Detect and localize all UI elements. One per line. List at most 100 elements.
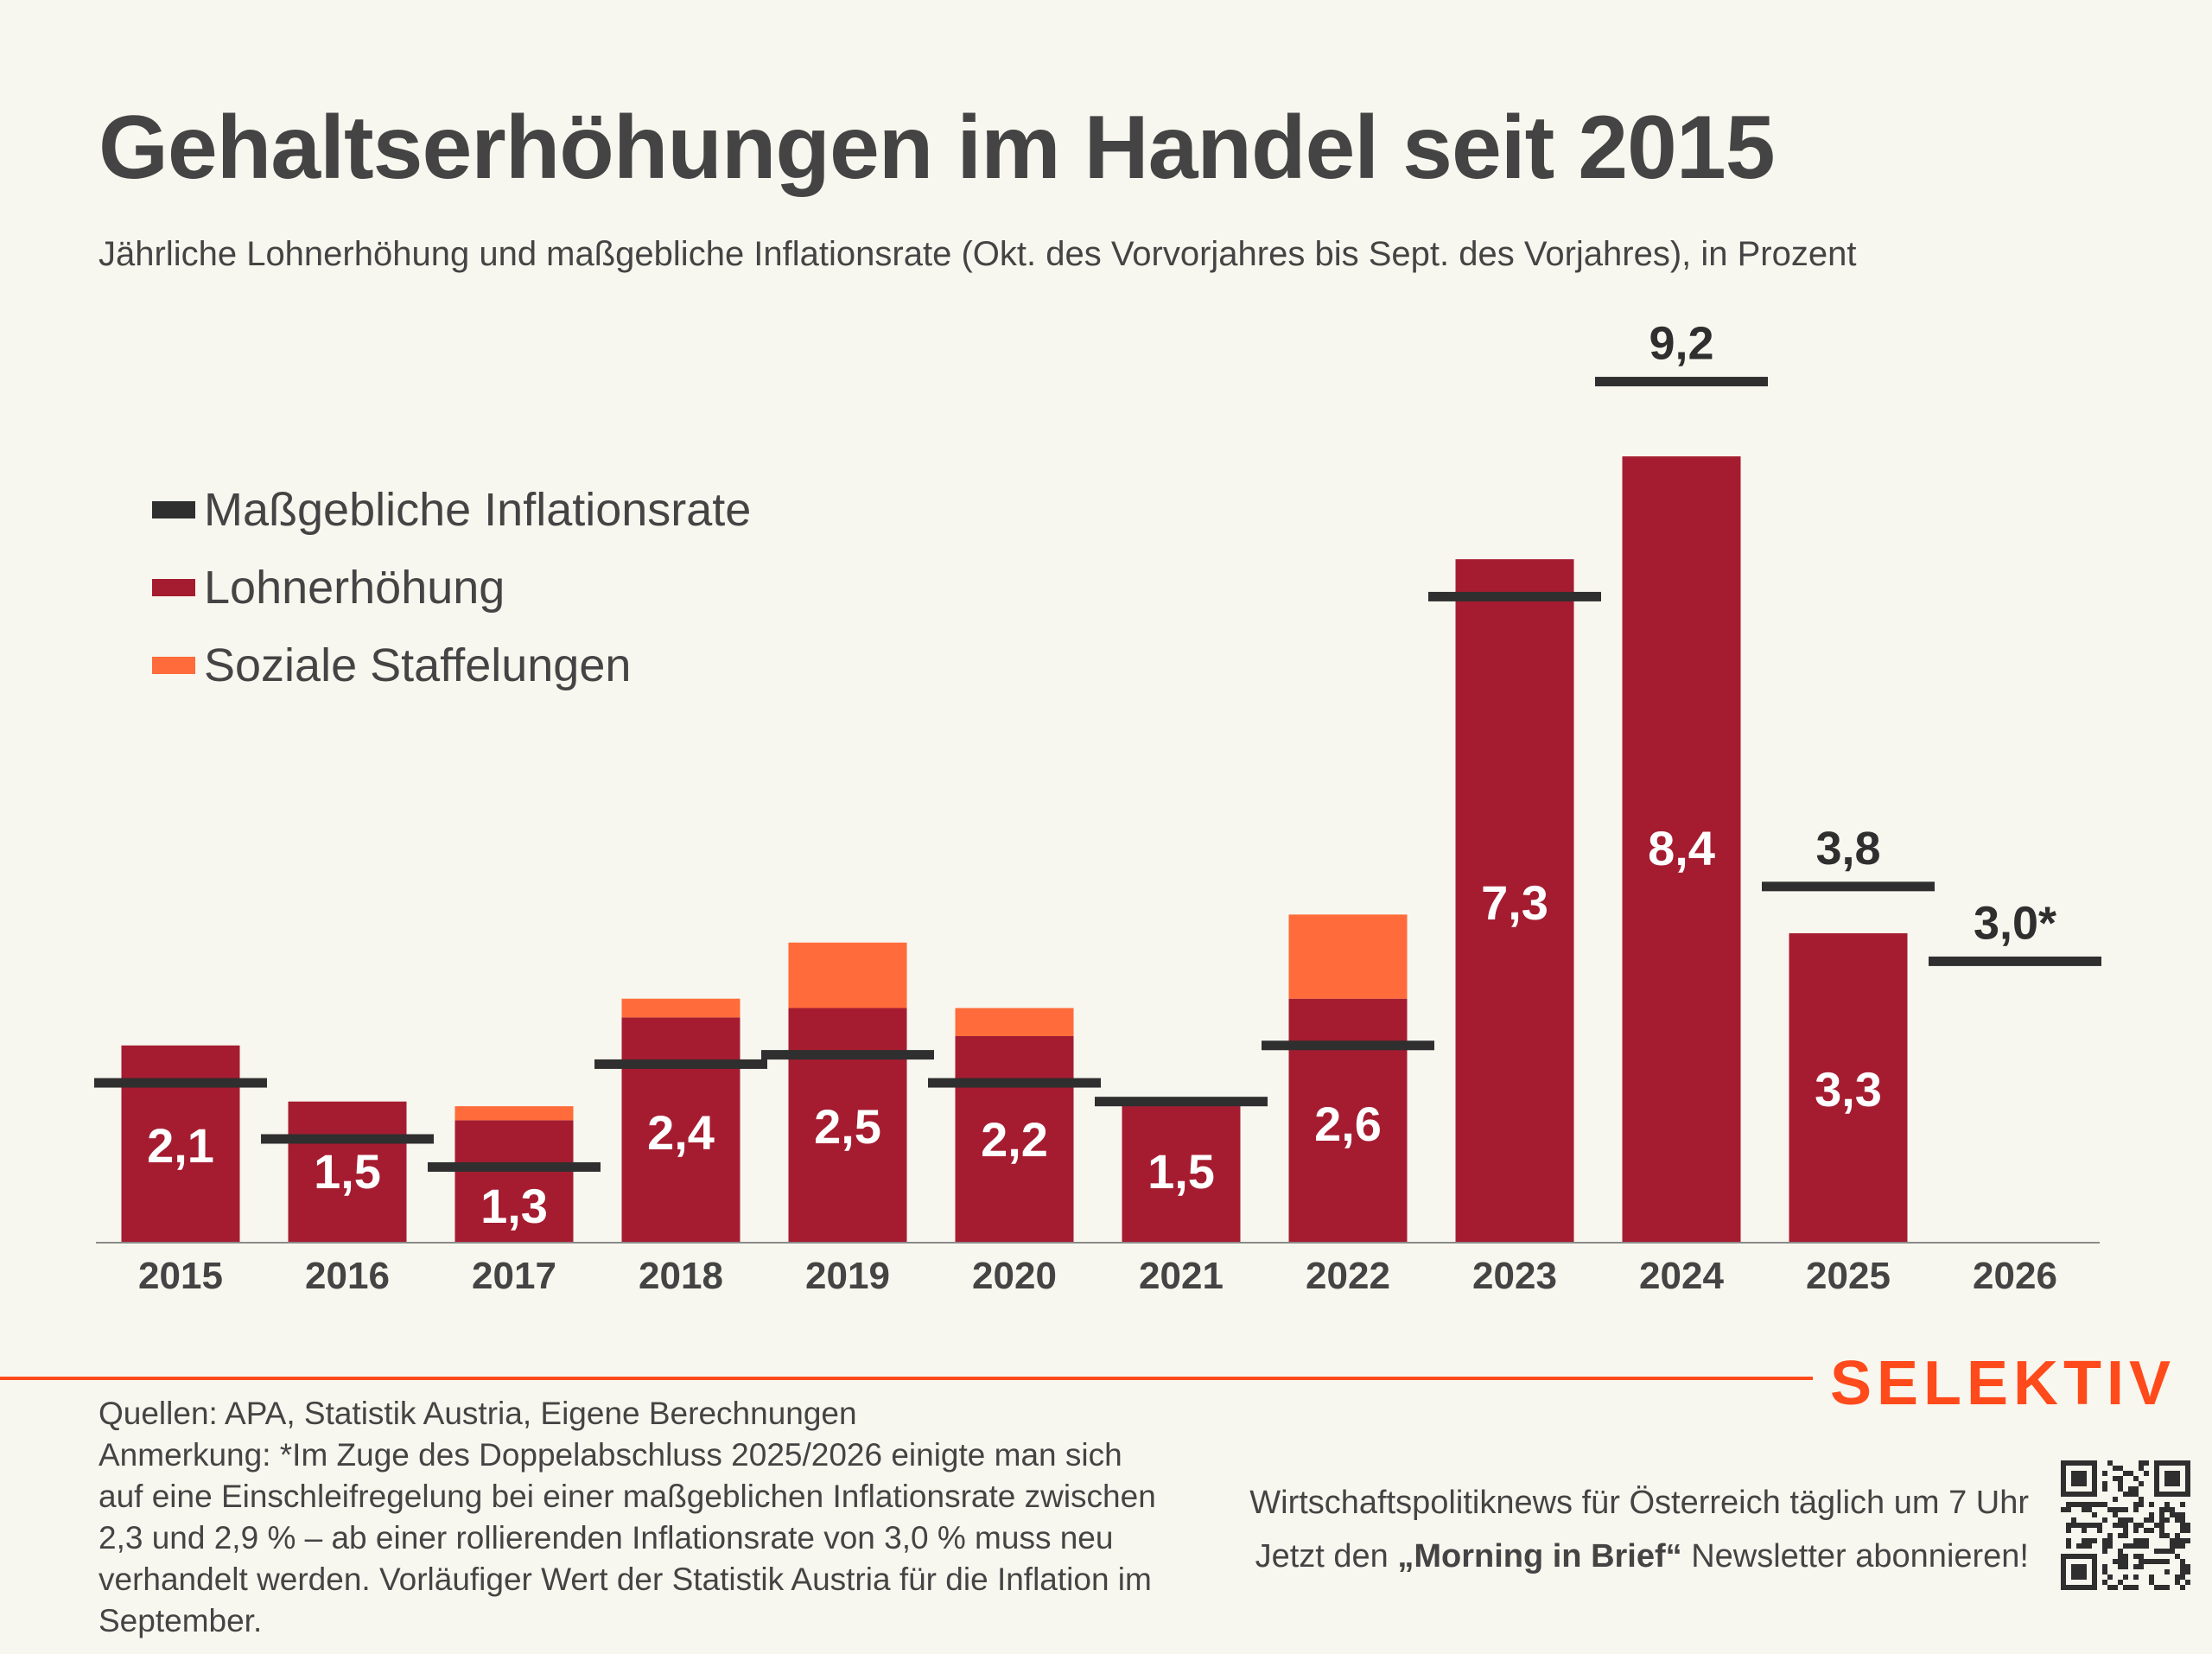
qr-module [2164, 1533, 2170, 1538]
chart-subtitle: Jährliche Lohnerhöhung und maßgebliche I… [99, 235, 1857, 273]
legend-item-inflation: Maßgebliche Inflationsrate [152, 471, 751, 549]
x-tick-label: 2025 [1806, 1255, 1891, 1297]
x-tick-label: 2020 [972, 1255, 1057, 1297]
newsletter-name[interactable]: „Morning in Brief“ [1397, 1538, 1682, 1574]
qr-finder [2061, 1460, 2097, 1466]
qr-module [2128, 1486, 2133, 1492]
bar-value-label: 7,3 [1481, 875, 1548, 930]
qr-module [2071, 1523, 2076, 1528]
x-tick-label: 2026 [1973, 1255, 2057, 1297]
qr-module [2082, 1538, 2087, 1543]
bar-social-2018 [621, 998, 741, 1018]
qr-module [2113, 1476, 2118, 1481]
qr-module [2087, 1523, 2092, 1528]
bar-wage-2022 [1288, 998, 1408, 1242]
legend-label: Maßgebliche Inflationsrate [204, 484, 752, 536]
qr-module [2180, 1528, 2185, 1533]
qr-module [2170, 1538, 2175, 1543]
qr-module [2180, 1523, 2185, 1528]
qr-module [2071, 1517, 2076, 1523]
qr-module [2159, 1528, 2164, 1533]
qr-module [2082, 1528, 2087, 1533]
qr-finder [2154, 1460, 2190, 1466]
qr-module [2180, 1574, 2185, 1580]
bar-wage-2021 [1122, 1101, 1241, 1242]
qr-module [2139, 1554, 2144, 1559]
qr-finder [2092, 1554, 2097, 1590]
qr-module [2076, 1523, 2082, 1528]
qr-module [2180, 1538, 2185, 1543]
qr-module [2164, 1569, 2170, 1574]
qr-module [2175, 1543, 2180, 1549]
x-tick-label: 2019 [805, 1255, 890, 1297]
bar-value-label: 1,5 [314, 1144, 381, 1199]
qr-finder [2164, 1471, 2180, 1486]
qr-module [2149, 1574, 2154, 1580]
qr-module [2118, 1559, 2123, 1564]
inflation-marker-2021 [1095, 1097, 1268, 1107]
qr-module [2139, 1559, 2144, 1564]
qr-module [2149, 1502, 2154, 1507]
inflation-marker-2026 [1929, 956, 2101, 966]
qr-module [2118, 1580, 2123, 1585]
qr-module [2180, 1517, 2185, 1523]
qr-module [2170, 1543, 2175, 1549]
qr-module [2123, 1492, 2128, 1497]
qr-module [2139, 1466, 2144, 1471]
qr-module [2159, 1533, 2164, 1538]
bar-value-label: 1,3 [480, 1179, 548, 1233]
inflation-value-label: 3,0* [1974, 897, 2056, 949]
qr-module [2118, 1554, 2123, 1559]
qr-finder [2092, 1460, 2097, 1497]
qr-module [2159, 1517, 2164, 1523]
qr-module [2139, 1564, 2144, 1569]
qr-module [2118, 1486, 2123, 1492]
qr-module [2175, 1517, 2180, 1523]
qr-module [2107, 1543, 2113, 1549]
qr-module [2154, 1523, 2159, 1528]
inflation-marker-2019 [761, 1050, 934, 1060]
bar-social-2019 [788, 942, 907, 1008]
qr-module [2092, 1538, 2097, 1543]
bar-social-2022 [1288, 914, 1408, 999]
x-tick-label: 2022 [1306, 1255, 1390, 1297]
qr-module [2133, 1538, 2139, 1543]
qr-module [2164, 1559, 2170, 1564]
qr-module [2087, 1507, 2092, 1512]
note-text: Anmerkung: *Im Zuge des Doppelabschluss … [99, 1437, 1156, 1638]
qr-module [2133, 1502, 2139, 1507]
qr-module [2102, 1481, 2107, 1486]
qr-module [2139, 1460, 2144, 1466]
qr-module [2154, 1549, 2159, 1554]
qr-module [2180, 1559, 2185, 1564]
inflation-marker-2020 [928, 1078, 1101, 1088]
qr-module [2102, 1543, 2107, 1549]
qr-module [2123, 1471, 2128, 1476]
bar-value-label: 2,2 [981, 1112, 1048, 1167]
qr-module [2180, 1564, 2185, 1569]
legend: Maßgebliche Inflationsrate Lohnerhöhung … [152, 471, 751, 704]
inflation-marker-2022 [1262, 1040, 1434, 1051]
promo-line-2[interactable]: Jetzt den „Morning in Brief“ Newsletter … [1249, 1530, 2029, 1583]
qr-module [2133, 1528, 2139, 1533]
qr-module [2133, 1554, 2139, 1559]
qr-module [2170, 1549, 2175, 1554]
qr-module [2185, 1569, 2190, 1574]
qr-code-icon[interactable] [2061, 1460, 2190, 1590]
qr-finder [2061, 1554, 2097, 1559]
qr-module [2133, 1523, 2139, 1528]
qr-module [2180, 1585, 2185, 1590]
qr-finder [2061, 1585, 2097, 1590]
qr-module [2170, 1512, 2175, 1517]
qr-module [2113, 1512, 2118, 1517]
qr-module [2133, 1476, 2139, 1481]
qr-module [2118, 1549, 2123, 1554]
bar-wage-2016 [288, 1101, 407, 1242]
qr-module [2107, 1460, 2113, 1466]
legend-swatch-wage [152, 579, 195, 596]
qr-module [2102, 1564, 2107, 1569]
qr-module [2113, 1466, 2118, 1471]
qr-module [2066, 1507, 2071, 1512]
inflation-marker-2023 [1428, 591, 1601, 601]
bar-value-label: 2,6 [1314, 1097, 1382, 1151]
